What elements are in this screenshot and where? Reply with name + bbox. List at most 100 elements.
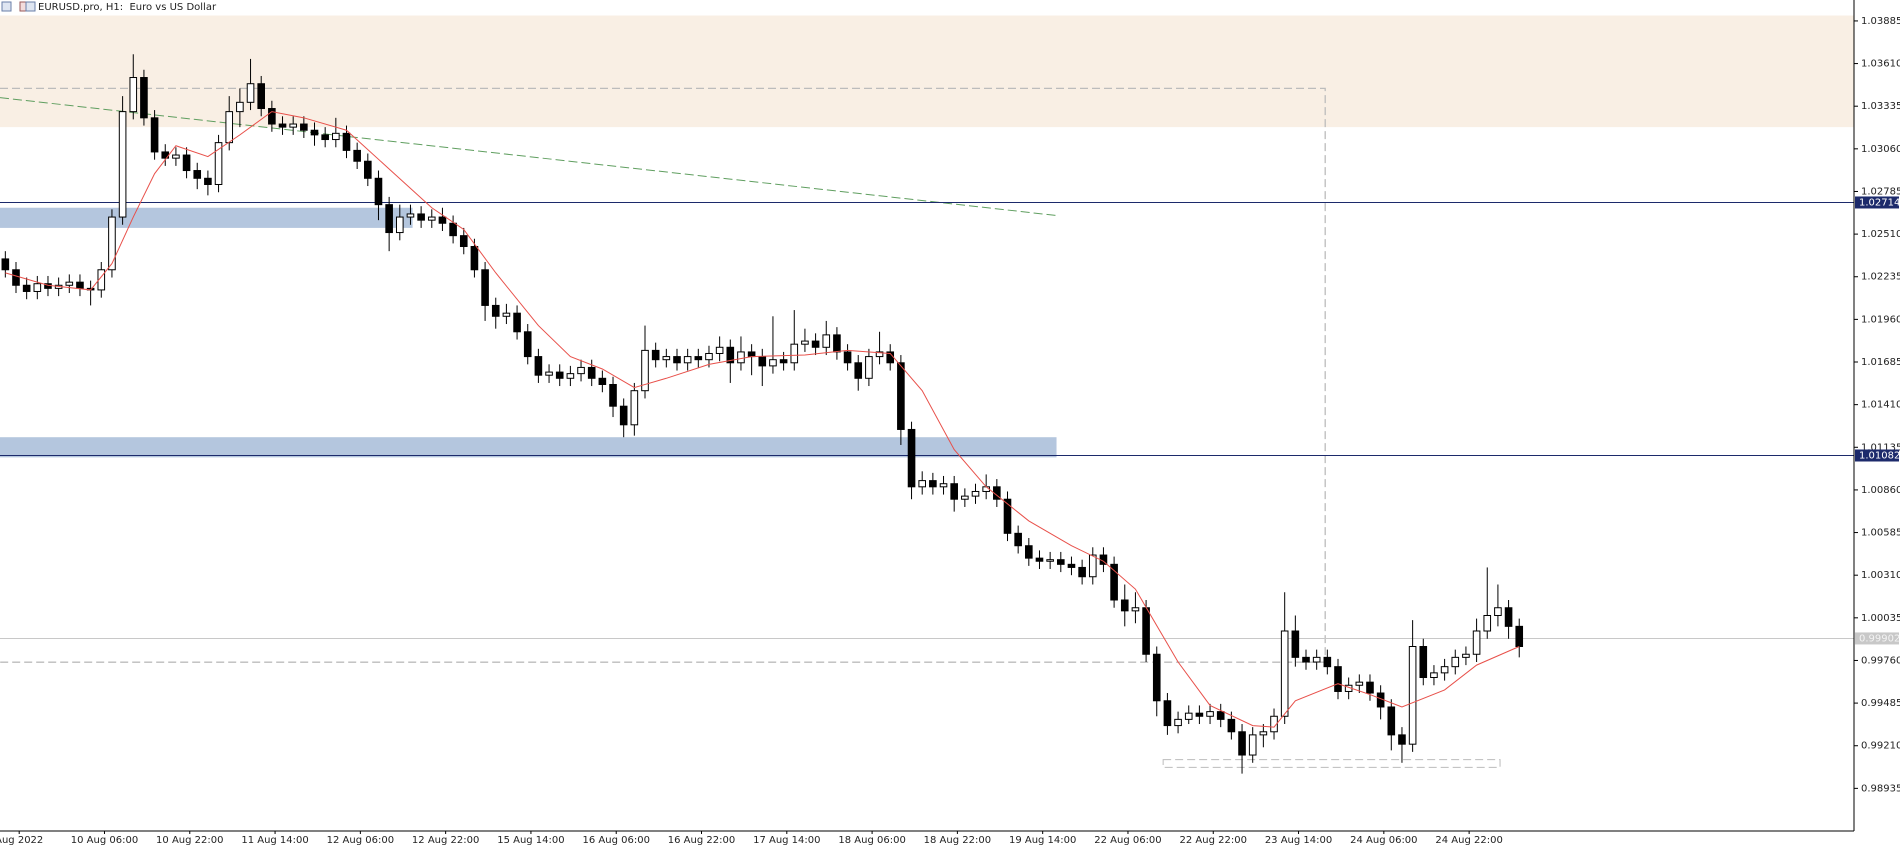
candle-body (630, 390, 639, 426)
candle-body (118, 111, 127, 218)
x-tick-label: 10 Aug 22:00 (156, 835, 223, 846)
zone (0, 15, 1854, 128)
candle-body (1515, 625, 1524, 648)
candle-body (1291, 630, 1300, 658)
candle-body (1248, 734, 1257, 756)
candle-body (395, 216, 404, 234)
candle-body (1334, 666, 1342, 692)
candle-body (929, 480, 937, 488)
candle-body (1110, 563, 1118, 601)
candle-body (897, 362, 905, 430)
axis-panel (1854, 0, 1900, 846)
zone (0, 437, 1057, 458)
candle-body (1067, 563, 1076, 568)
candle-body (214, 142, 223, 185)
y-tick-label: 0.98935 (1861, 783, 1900, 794)
x-tick-label: 15 Aug 14:00 (497, 835, 564, 846)
candle-body (1078, 566, 1086, 578)
candle-body (1280, 630, 1289, 717)
candle-body (1014, 532, 1022, 547)
candle-body (491, 304, 500, 317)
candle-body (1195, 712, 1204, 717)
candle-body (246, 83, 255, 103)
price-label-box (1855, 196, 1899, 209)
candle-body (555, 371, 564, 379)
x-tick-label: 22 Aug 06:00 (1094, 835, 1161, 846)
candle-body (1216, 711, 1225, 720)
candle-body (971, 490, 980, 497)
candle-body (1046, 559, 1054, 562)
candle-body (705, 352, 713, 361)
candle-body (1302, 656, 1310, 663)
moving-average (5, 111, 1520, 728)
candle-body (1163, 700, 1172, 727)
y-tick-label: 0.99210 (1861, 741, 1900, 752)
candle-body (1430, 672, 1438, 679)
y-tick-label: 1.02785 (1861, 186, 1900, 197)
candle-body (364, 160, 372, 179)
candle-body (1174, 718, 1182, 727)
candle-body (918, 480, 927, 488)
trendline (0, 97, 1057, 216)
x-tick-label: 19 Aug 14:00 (1009, 835, 1076, 846)
candle-body (534, 356, 543, 376)
candle-body (843, 351, 852, 364)
candle-body (833, 334, 841, 353)
y-tick-label: 1.01960 (1861, 314, 1900, 325)
x-tick-label: 10 Aug 06:00 (71, 835, 138, 846)
candle-body (310, 129, 319, 136)
y-tick-label: 1.03885 (1861, 16, 1900, 27)
y-tick-label: 1.00035 (1861, 613, 1900, 624)
candle-body (470, 246, 479, 271)
candle-body (353, 149, 361, 162)
candle-body (449, 222, 457, 237)
y-tick-label: 1.03610 (1861, 59, 1900, 70)
candle-body (65, 281, 74, 286)
candle-body (961, 495, 969, 500)
zone (0, 207, 413, 228)
candle-body (1152, 653, 1161, 702)
candle-body (140, 77, 148, 119)
x-tick-label: 12 Aug 22:00 (412, 835, 479, 846)
menu-icon (1, 1, 12, 12)
x-tick-label: Aug 2022 (0, 835, 43, 846)
x-tick-label: 18 Aug 06:00 (838, 835, 905, 846)
candle-body (172, 154, 180, 159)
candle-body (865, 356, 873, 379)
candle-body (587, 366, 596, 379)
candle-body (1483, 614, 1492, 632)
candle-body (33, 283, 42, 292)
candle-body (502, 312, 511, 317)
bid-label: 0.99902 (1859, 633, 1900, 644)
candle-body (1259, 731, 1268, 736)
candle-body (193, 170, 202, 179)
candle-body (417, 213, 425, 221)
candle-body (769, 359, 777, 367)
candle-body (204, 177, 212, 185)
candle-body (737, 351, 745, 364)
candle-body (747, 351, 756, 358)
candle-body (566, 373, 575, 379)
candle-body (811, 340, 820, 348)
candle-body (129, 77, 138, 113)
x-tick-label: 17 Aug 14:00 (753, 835, 820, 846)
candle-body (715, 346, 724, 354)
x-tick-label: 16 Aug 22:00 (668, 835, 735, 846)
candle-body (726, 346, 735, 364)
candle-body (1398, 734, 1406, 745)
chart-title: EURUSD.pro, H1: Euro vs US Dollar (38, 2, 217, 13)
candle-body (12, 269, 20, 286)
candle-body (97, 269, 106, 291)
candle-body (822, 334, 831, 348)
candle-body (1056, 559, 1065, 565)
price-label-box (1855, 449, 1899, 462)
x-tick-label: 24 Aug 22:00 (1435, 835, 1502, 846)
candle-body (1462, 653, 1470, 658)
candle-body (619, 405, 628, 426)
candle-body (268, 108, 276, 125)
candle-body (1408, 646, 1417, 745)
y-tick-label: 1.00585 (1861, 528, 1900, 539)
y-tick-label: 1.02235 (1861, 272, 1900, 283)
candle-body (1184, 712, 1193, 720)
